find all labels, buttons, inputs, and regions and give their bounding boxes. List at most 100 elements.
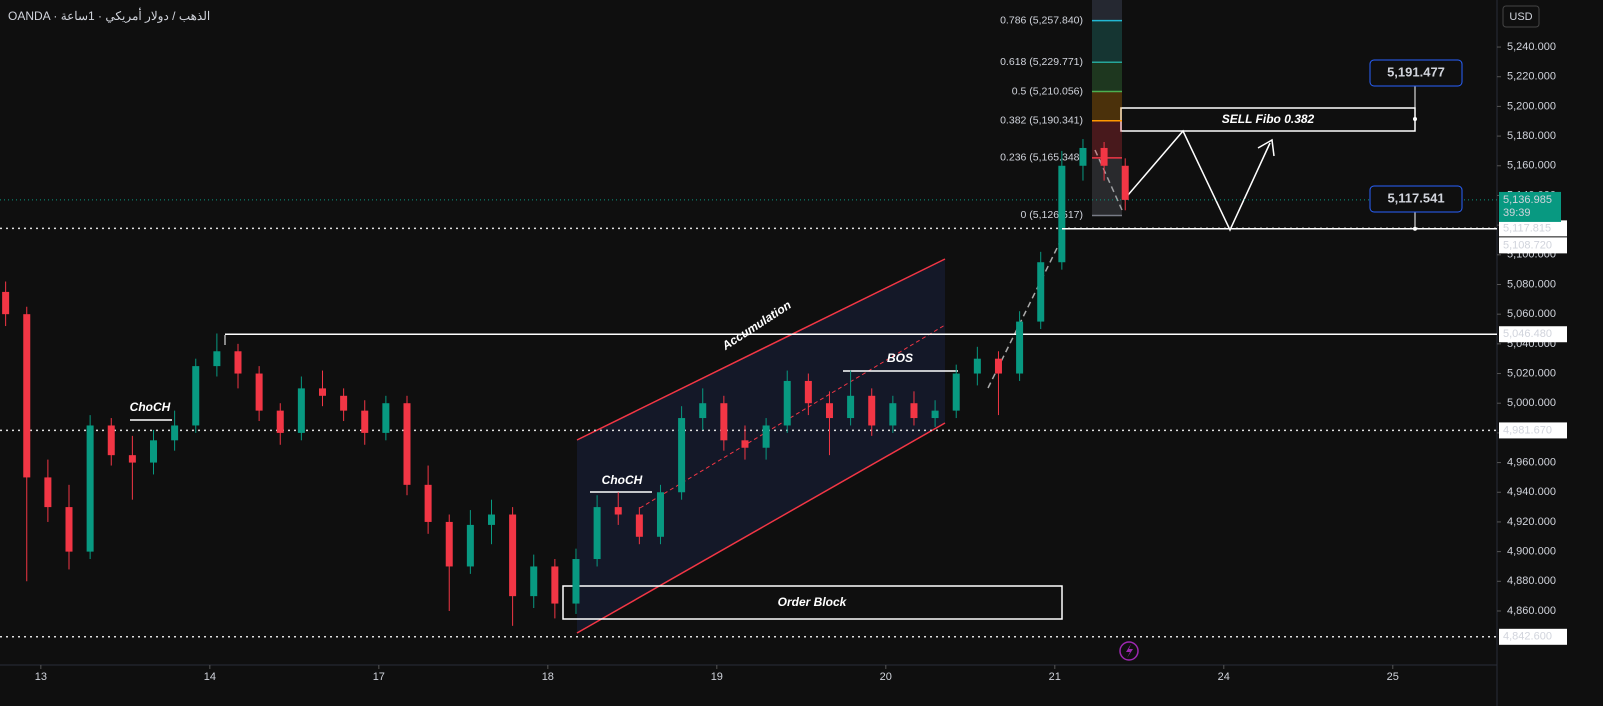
projection-path (1127, 129, 1271, 232)
currency-box[interactable] (1502, 5, 1540, 28)
candle-body (593, 507, 601, 560)
candle-body (720, 403, 728, 441)
annotation: ChoCH (130, 400, 171, 414)
candle-body (23, 314, 31, 478)
fib-label: 0.382 (5,190.341) (1000, 115, 1083, 127)
level-label: 5,046.480 (1503, 328, 1552, 340)
callout-box (1369, 59, 1463, 87)
candle-body (403, 403, 411, 485)
candle-body (361, 410, 369, 433)
candle-body (635, 514, 643, 537)
y-tick-label: 5,000.000 (1507, 397, 1556, 409)
candle-body (656, 492, 664, 537)
fib-band (1092, 157, 1122, 216)
annotation: SELL Fibo 0.382 (1222, 112, 1315, 126)
y-tick-label: 5,200.000 (1507, 100, 1556, 112)
candle-body (804, 380, 812, 404)
candle-body (509, 514, 517, 597)
callout-label: 5,191.477 (1387, 64, 1445, 79)
x-tick-label: 17 (373, 671, 385, 683)
channel-lower (576, 422, 946, 634)
callout-label: 5,117.541 (1387, 190, 1444, 205)
projection-arrow (1257, 138, 1275, 157)
last-price-label: 5,136.985 (1503, 194, 1552, 206)
y-tick-label: 5,080.000 (1507, 278, 1556, 290)
y-tick-label: 5,060.000 (1507, 308, 1556, 320)
fib-label: 0.236 (5,165.348) (1000, 152, 1083, 164)
x-tick-label: 25 (1387, 671, 1399, 683)
channel-upper (576, 258, 946, 441)
x-tick-label: 14 (204, 671, 216, 683)
level-label-box (1499, 326, 1567, 343)
candle-body (931, 410, 939, 419)
candle-body (1037, 262, 1045, 322)
y-tick-label: 5,240.000 (1507, 41, 1556, 53)
candle-body (424, 484, 432, 522)
candle-body (889, 403, 897, 426)
candle-body (530, 566, 538, 597)
candle-body (213, 351, 221, 367)
level-label: 5,117.815 (1503, 222, 1551, 234)
candle-body (128, 455, 136, 463)
y-tick-label: 4,940.000 (1507, 486, 1556, 498)
level-label-box (1499, 422, 1567, 439)
x-tick-label: 20 (880, 671, 892, 683)
candle-body (1016, 321, 1024, 374)
candle-body (910, 403, 918, 419)
annotation: BOS (887, 351, 913, 365)
fib-top-band (1092, 0, 1122, 21)
level-label: 4,842.600 (1503, 631, 1552, 643)
fib-band (1092, 91, 1122, 121)
candle-body (318, 388, 326, 396)
candle-body (255, 373, 263, 411)
candle-body (1100, 147, 1108, 166)
candle-body (171, 425, 179, 441)
candle-body (572, 559, 580, 604)
candle-body (44, 477, 52, 508)
annotation: Order Block (778, 595, 848, 609)
candle-body (192, 366, 200, 426)
x-tick-label: 18 (542, 671, 554, 683)
annotation: ChoCH (602, 473, 643, 487)
channel-mid (639, 324, 946, 509)
candle-body (382, 403, 390, 433)
level-label-box (1499, 237, 1567, 254)
callout-anchor (1413, 117, 1417, 122)
x-tick-label: 13 (35, 671, 47, 683)
countdown: 39:39 (1503, 207, 1531, 219)
candle-body (340, 395, 348, 411)
y-tick-label: 5,020.000 (1507, 367, 1556, 379)
currency[interactable]: USD (1509, 11, 1532, 23)
candle-body (551, 566, 559, 604)
candle-body (86, 425, 94, 552)
y-tick-label: 5,180.000 (1507, 130, 1556, 142)
alert-bolt (1126, 644, 1133, 658)
fib-label: 0.618 (5,229.771) (1000, 56, 1083, 68)
candle-body (762, 425, 770, 448)
candle-body (2, 291, 10, 315)
y-tick-label: 4,920.000 (1507, 516, 1556, 528)
candle-body (445, 521, 453, 567)
channel-fill (577, 259, 945, 633)
trend-dash (1094, 149, 1123, 211)
candle-body (699, 403, 707, 419)
alert-icon[interactable] (1119, 641, 1139, 661)
candle-body (234, 351, 242, 374)
fib-band (1092, 20, 1122, 63)
last-price-box (1499, 191, 1561, 222)
candle-body (952, 373, 960, 411)
level-label: 5,108.720 (1503, 239, 1552, 251)
level-label-box (1499, 220, 1567, 237)
trend-dash (987, 237, 1063, 389)
callout-box (1369, 185, 1463, 213)
candle-body (614, 507, 622, 515)
candle-body (1079, 147, 1087, 166)
y-tick-label: 5,160.000 (1507, 160, 1556, 172)
candle-body (973, 358, 981, 374)
candle-body (65, 507, 73, 552)
y-tick-label: 4,880.000 (1507, 575, 1556, 587)
order-block (562, 585, 1063, 620)
candle-body (1058, 165, 1066, 263)
